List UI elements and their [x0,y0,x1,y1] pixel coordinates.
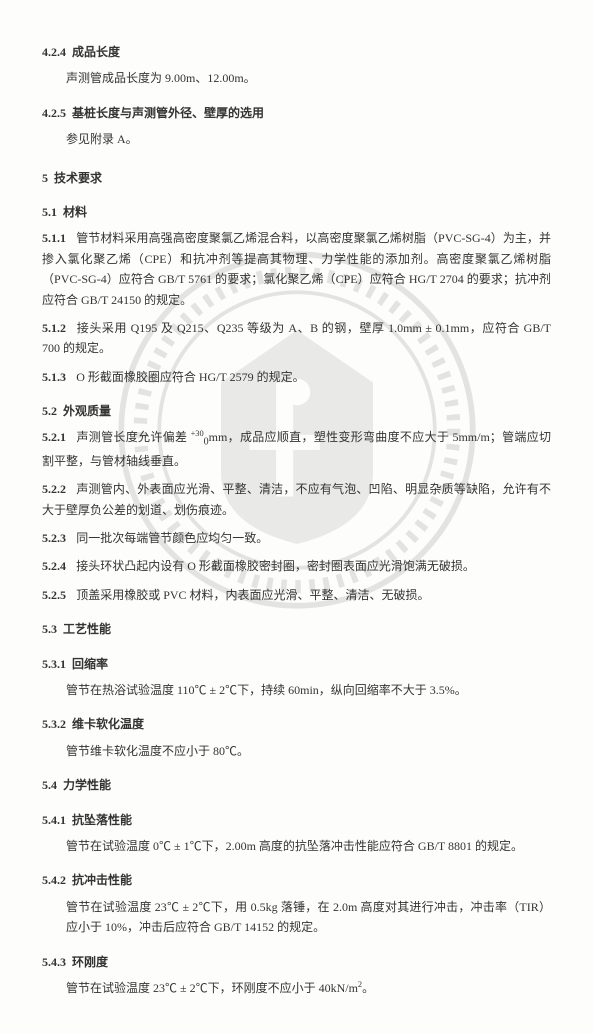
heading-5.4.3: 5.4.3 环刚度 [42,952,551,972]
sec-num: 5.2.1 [42,430,66,444]
sec-title: 力学性能 [63,778,111,792]
body-text: 管节在热浴试验温度 110℃ ± 2℃下，持续 60min，纵向回缩率不大于 3… [66,680,551,700]
body-text: 参见附录 A。 [42,129,551,149]
heading-5.4: 5.4 力学性能 [42,775,551,795]
heading-5.2: 5.2 外观质量 [42,401,551,421]
body-text: 接头采用 Q195 及 Q215、Q235 等级为 A、B 的钢，壁厚 1.0m… [42,321,551,355]
sec-title: 抗坠落性能 [72,813,132,827]
body-text: 声测管成品长度为 9.00m、12.00m。 [42,68,551,88]
sec-num: 5.2.3 [42,531,66,545]
sec-num: 5.4.3 [42,955,66,969]
heading-5.3.1: 5.3.1 回缩率 [42,654,551,674]
sec-num: 5.4 [42,778,57,792]
sec-title: 维卡软化温度 [72,717,144,731]
document-body: 4.2.4 成品长度 声测管成品长度为 9.00m、12.00m。 4.2.5 … [42,42,551,998]
sec-num: 5 [42,171,48,185]
sec-title: 外观质量 [63,404,111,418]
sec-title: 基桩长度与声测管外径、壁厚的选用 [72,106,264,120]
heading-5.3: 5.3 工艺性能 [42,619,551,639]
sec-num: 5.2 [42,404,57,418]
sec-title: 环刚度 [72,955,108,969]
heading-5.3.2: 5.3.2 维卡软化温度 [42,714,551,734]
sec-num: 5.2.4 [42,559,66,573]
body-text: 顶盖采用橡胶或 PVC 材料，内表面应光滑、平整、清洁、无破损。 [76,588,429,602]
clause-5.1.3: 5.1.3 O 形截面橡胶圈应符合 HG/T 2579 的规定。 [42,367,551,387]
sec-num: 5.3 [42,622,57,636]
clause-5.2.5: 5.2.5 顶盖采用橡胶或 PVC 材料，内表面应光滑、平整、清洁、无破损。 [42,585,551,605]
body-text: 接头环状凸起内设有 O 形截面橡胶密封圈，密封圈表面应光滑饱满无破损。 [76,559,475,573]
sec-title: 工艺性能 [63,622,111,636]
body-text: 管节材料采用高强高密度聚氯乙烯混合料，以高密度聚氯乙烯树脂（PVC-SG-4）为… [42,231,551,306]
sec-num: 5.1.1 [42,231,66,245]
heading-5.1: 5.1 材料 [42,202,551,222]
clause-5.1.1: 5.1.1 管节材料采用高强高密度聚氯乙烯混合料，以高密度聚氯乙烯树脂（PVC-… [42,228,551,310]
body-text: 管节在试验温度 0℃ ± 1℃下，2.00m 高度的抗坠落冲击性能应符合 GB/… [66,836,551,856]
heading-5.4.1: 5.4.1 抗坠落性能 [42,810,551,830]
heading-4.2.5: 4.2.5 基桩长度与声测管外径、壁厚的选用 [42,103,551,123]
sec-num: 4.2.5 [42,106,66,120]
body-text: 声测管内、外表面应光滑、平整、清洁，不应有气泡、凹陷、明显杂质等缺陷，允许有不大… [42,482,551,516]
sec-num: 5.2.5 [42,588,66,602]
sec-num: 5.2.2 [42,482,66,496]
sec-num: 5.3.2 [42,717,66,731]
clause-5.2.3: 5.2.3 同一批次每端管节颜色应均匀一致。 [42,528,551,548]
body-text: 管节维卡软化温度不应小于 80℃。 [66,741,551,761]
sec-title: 抗冲击性能 [72,873,132,887]
clause-5.2.2: 5.2.2 声测管内、外表面应光滑、平整、清洁，不应有气泡、凹陷、明显杂质等缺陷… [42,479,551,520]
body-text: 同一批次每端管节颜色应均匀一致。 [76,531,268,545]
sec-num: 4.2.4 [42,45,66,59]
sec-title: 回缩率 [72,657,108,671]
sec-num: 5.1 [42,205,57,219]
sec-num: 5.4.2 [42,873,66,887]
sec-title: 材料 [63,205,87,219]
sec-title: 成品长度 [72,45,120,59]
clause-5.2.4: 5.2.4 接头环状凸起内设有 O 形截面橡胶密封圈，密封圈表面应光滑饱满无破损… [42,556,551,576]
sec-title: 技术要求 [54,171,102,185]
sec-num: 5.1.3 [42,370,66,384]
body-text: 管节在试验温度 23℃ ± 2℃下，用 0.5kg 落锤，在 2.0m 高度对其… [66,897,551,938]
sec-num: 5.3.1 [42,657,66,671]
heading-5: 5 技术要求 [42,168,551,188]
heading-5.4.2: 5.4.2 抗冲击性能 [42,870,551,890]
sec-num: 5.4.1 [42,813,66,827]
clause-5.2.1: 5.2.1 声测管长度允许偏差 +300mm，成品应顺直，塑性变形弯曲度不应大于… [42,427,551,471]
sec-num: 5.1.2 [42,321,66,335]
body-text: O 形截面橡胶圈应符合 HG/T 2579 的规定。 [76,370,304,384]
clause-5.1.2: 5.1.2 接头采用 Q195 及 Q215、Q235 等级为 A、B 的钢，壁… [42,318,551,359]
body-text: 管节在试验温度 23℃ ± 2℃下，环刚度不应小于 40kN/m2。 [66,978,551,998]
heading-4.2.4: 4.2.4 成品长度 [42,42,551,62]
body-text: 声测管长度允许偏差 +300mm，成品应顺直，塑性变形弯曲度不应大于 5mm/m… [42,430,551,467]
